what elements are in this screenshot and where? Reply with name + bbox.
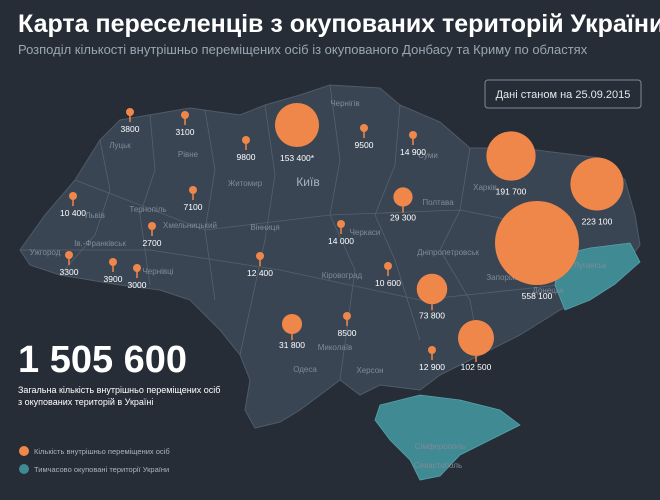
city-label: Запоріжжя xyxy=(486,273,525,282)
bubble xyxy=(181,111,189,119)
value-label: 10 600 xyxy=(375,278,401,288)
value-label: 191 700 xyxy=(496,187,527,197)
city-label: Ів.-Франківськ xyxy=(74,239,126,248)
value-label: 31 800 xyxy=(279,340,305,350)
city-label: Ужгород xyxy=(30,248,61,257)
city-label: Полтава xyxy=(422,198,454,207)
bubble xyxy=(393,187,413,207)
city-label: Тернопіль xyxy=(129,205,166,214)
value-label: 2700 xyxy=(143,238,162,248)
region-borders xyxy=(20,84,561,381)
value-label: 3300 xyxy=(60,267,79,277)
legend-label: Кількість внутрішньо переміщених осіб xyxy=(34,447,170,456)
city-label: Херсон xyxy=(356,366,383,375)
bubble xyxy=(69,192,77,200)
value-label: 558 100 xyxy=(522,291,553,301)
total-caption: Загальна кількість внутрішньо переміщени… xyxy=(18,385,220,395)
city-label: Чернівці xyxy=(142,267,173,276)
value-label: 14 000 xyxy=(328,236,354,246)
bubble xyxy=(65,251,73,259)
bubble xyxy=(343,312,351,320)
title: Карта переселенців з окупованих територі… xyxy=(18,10,660,38)
value-label: 7100 xyxy=(184,202,203,212)
total-caption: з окупованих територій в Україні xyxy=(18,397,153,407)
bubble xyxy=(458,320,494,356)
city-label: Луцьк xyxy=(109,141,131,150)
city-label: Одеса xyxy=(293,365,317,374)
city-label: Сімферополь xyxy=(415,442,465,451)
city-label: Рівне xyxy=(178,150,199,159)
legend-swatch xyxy=(19,446,29,456)
legend-label: Тимчасово окуповані території України xyxy=(34,465,169,474)
bubble xyxy=(109,258,117,266)
value-label: 102 500 xyxy=(461,362,492,372)
city-label: Миколаїв xyxy=(318,343,353,352)
value-label: 10 400 xyxy=(60,208,86,218)
city-label: Луганськ xyxy=(574,261,607,270)
bubble xyxy=(409,131,417,139)
city-label: Кіровоград xyxy=(322,271,363,280)
date-box xyxy=(484,79,642,109)
bubble xyxy=(281,313,303,335)
value-label: 3800 xyxy=(121,124,140,134)
city-label: Хмельницький xyxy=(163,221,217,230)
value-label: 12 400 xyxy=(247,268,273,278)
value-label: 3900 xyxy=(104,274,123,284)
subtitle: Розподіл кількості внутрішньо переміщени… xyxy=(18,42,588,57)
bubble xyxy=(570,157,624,211)
occupied-donbas xyxy=(554,242,641,311)
bubble xyxy=(242,136,250,144)
legend-swatch xyxy=(19,464,29,474)
bubble xyxy=(428,346,436,354)
city-label: Дніпропетровськ xyxy=(417,248,479,257)
bubble xyxy=(360,124,368,132)
bubble xyxy=(274,102,320,148)
date-note: Дані станом на 25.09.2015 xyxy=(496,89,631,101)
value-label: 14 900 xyxy=(400,147,426,157)
city-label: Вінниця xyxy=(250,223,279,232)
bubble xyxy=(256,252,264,260)
bubble xyxy=(384,262,392,270)
value-label: 3000 xyxy=(128,280,147,290)
city-label: Львів xyxy=(85,211,105,220)
value-label: 153 400* xyxy=(280,153,315,163)
bubble xyxy=(148,222,156,230)
value-label: 9500 xyxy=(355,140,374,150)
occupied-crimea xyxy=(374,394,521,481)
value-label: 29 300 xyxy=(390,213,416,223)
value-label: 9800 xyxy=(237,152,256,162)
bubble xyxy=(416,273,448,305)
city-label: Житомир xyxy=(228,179,263,188)
city-label: Харків xyxy=(473,183,497,192)
total-value: 1 505 600 xyxy=(18,339,187,381)
bubble xyxy=(126,108,134,116)
bubble xyxy=(189,186,197,194)
city-label: Чернігів xyxy=(330,99,359,108)
city-label: Донецьк xyxy=(532,286,564,295)
value-label: 12 900 xyxy=(419,362,445,372)
value-label: 3100 xyxy=(176,127,195,137)
bubble xyxy=(337,220,345,228)
city-label: Черкаси xyxy=(350,228,381,237)
city-label: Київ xyxy=(296,175,319,189)
value-label: 8500 xyxy=(338,328,357,338)
city-label: Суми xyxy=(418,151,438,160)
bubble xyxy=(133,264,141,272)
bubble xyxy=(486,131,536,181)
bubble xyxy=(495,201,579,285)
value-label: 223 100 xyxy=(582,217,613,227)
city-label: Севастополь xyxy=(414,461,462,470)
value-label: 73 800 xyxy=(419,310,445,320)
